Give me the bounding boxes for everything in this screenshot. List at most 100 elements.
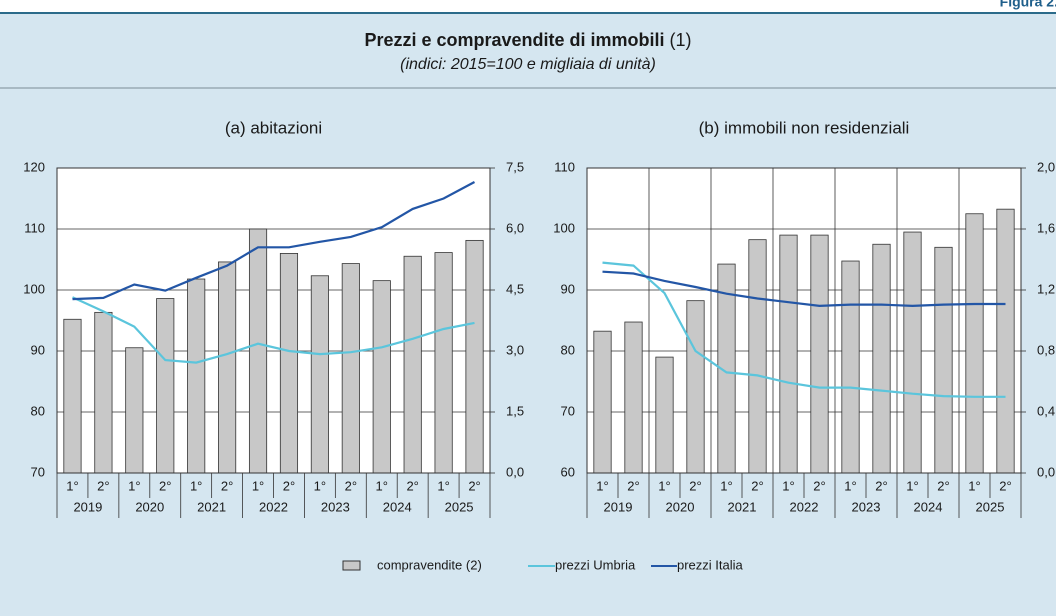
figure-title: Prezzi e compravendite di immobili (1) <box>364 30 691 50</box>
bar <box>934 246 953 474</box>
figure-subtitle: (indici: 2015=100 e migliaia di unità) <box>400 56 656 73</box>
x-tick-label: 1° <box>906 478 918 493</box>
y-tick-label: 70 <box>31 464 45 479</box>
y-tick-label: 80 <box>31 403 45 418</box>
x-tick-label: 1° <box>190 478 202 493</box>
group-label: 2025 <box>976 499 1005 514</box>
y2-tick-label: 0,0 <box>1037 464 1055 479</box>
figure-label: Figura 2. <box>1000 0 1056 10</box>
x-tick-label: 2° <box>937 478 949 493</box>
group-label: 2022 <box>259 499 288 514</box>
y2-tick-label: 0,4 <box>1037 403 1055 418</box>
x-tick-label: 2° <box>221 478 233 493</box>
y2-tick-label: 7,5 <box>506 159 524 174</box>
x-tick-label: 1° <box>844 478 856 493</box>
bar <box>218 261 237 474</box>
bar <box>903 231 922 474</box>
bar <box>125 347 144 474</box>
line-series <box>602 261 1006 398</box>
x-tick-label: 1° <box>66 478 78 493</box>
x-tick-label: 2° <box>751 478 763 493</box>
y2-tick-label: 2,0 <box>1037 159 1055 174</box>
group-label: 2021 <box>728 499 757 514</box>
bar <box>593 330 612 474</box>
y2-tick-label: 1,2 <box>1037 281 1055 296</box>
group-label: 2019 <box>604 499 633 514</box>
x-tick-label: 1° <box>968 478 980 493</box>
legend-label: prezzi Umbria <box>555 557 636 572</box>
bar <box>686 300 705 474</box>
y-tick-label: 110 <box>554 159 575 174</box>
x-tick-label: 2° <box>159 478 171 493</box>
line-series <box>602 270 1006 308</box>
x-tick-label: 2° <box>406 478 418 493</box>
bar <box>187 278 206 474</box>
bar <box>748 239 767 474</box>
y-tick-label: 80 <box>561 342 575 357</box>
bar <box>63 318 82 474</box>
group-label: 2025 <box>445 499 474 514</box>
x-tick-label: 1° <box>128 478 140 493</box>
y-tick-label: 100 <box>553 220 575 235</box>
bar <box>810 234 829 474</box>
x-tick-label: 1° <box>437 478 449 493</box>
legend-bar-swatch <box>342 560 361 571</box>
line-series <box>72 181 476 301</box>
y2-tick-label: 3,0 <box>506 342 524 357</box>
x-tick-label: 1° <box>720 478 732 493</box>
bar <box>841 260 860 474</box>
x-tick-label: 1° <box>314 478 326 493</box>
x-tick-label: 2° <box>875 478 887 493</box>
group-label: 2024 <box>914 499 943 514</box>
y-tick-label: 60 <box>561 464 575 479</box>
x-tick-label: 2° <box>999 478 1011 493</box>
x-tick-label: 2° <box>97 478 109 493</box>
bar <box>434 252 453 474</box>
bar <box>655 356 674 474</box>
legend: compravendite (2) prezzi Umbria prezzi I… <box>342 557 744 572</box>
bar <box>465 239 484 474</box>
y-tick-label: 70 <box>561 403 575 418</box>
title-main: Prezzi e compravendite di immobili <box>364 30 664 50</box>
y-tick-label: 90 <box>31 342 45 357</box>
legend-label: prezzi Italia <box>677 557 744 572</box>
x-tick-label: 1° <box>596 478 608 493</box>
bar <box>310 275 329 474</box>
bar <box>156 298 175 474</box>
bar <box>624 321 643 474</box>
bar <box>372 280 391 474</box>
bar <box>996 208 1015 474</box>
y2-tick-label: 1,5 <box>506 403 524 418</box>
y-tick-label: 120 <box>23 159 45 174</box>
legend-label: compravendite (2) <box>377 557 482 572</box>
y-tick-label: 110 <box>24 220 45 235</box>
x-tick-label: 1° <box>376 478 388 493</box>
bar <box>248 228 268 474</box>
x-tick-label: 2° <box>345 478 357 493</box>
y-tick-label: 90 <box>561 281 575 296</box>
x-tick-label: 2° <box>468 478 480 493</box>
group-label: 2020 <box>135 499 164 514</box>
bar <box>94 311 113 474</box>
y2-tick-label: 0,8 <box>1037 342 1055 357</box>
group-label: 2019 <box>73 499 102 514</box>
y-tick-label: 100 <box>23 281 45 296</box>
plot-frame <box>56 167 491 474</box>
y2-tick-label: 4,5 <box>506 281 524 296</box>
x-tick-label: 2° <box>283 478 295 493</box>
x-tick-label: 2° <box>689 478 701 493</box>
x-tick-label: 1° <box>782 478 794 493</box>
plot-area <box>587 168 1021 473</box>
title-note: (1) <box>670 30 692 50</box>
top-strip <box>0 0 1056 13</box>
bar <box>403 255 422 474</box>
x-tick-label: 2° <box>627 478 639 493</box>
y2-tick-label: 1,6 <box>1037 220 1055 235</box>
plot-frame <box>586 167 1022 474</box>
bar <box>965 213 984 474</box>
group-label: 2020 <box>666 499 695 514</box>
chart-title: (a) abitazioni <box>225 118 322 137</box>
y2-tick-label: 0,0 <box>506 464 524 479</box>
